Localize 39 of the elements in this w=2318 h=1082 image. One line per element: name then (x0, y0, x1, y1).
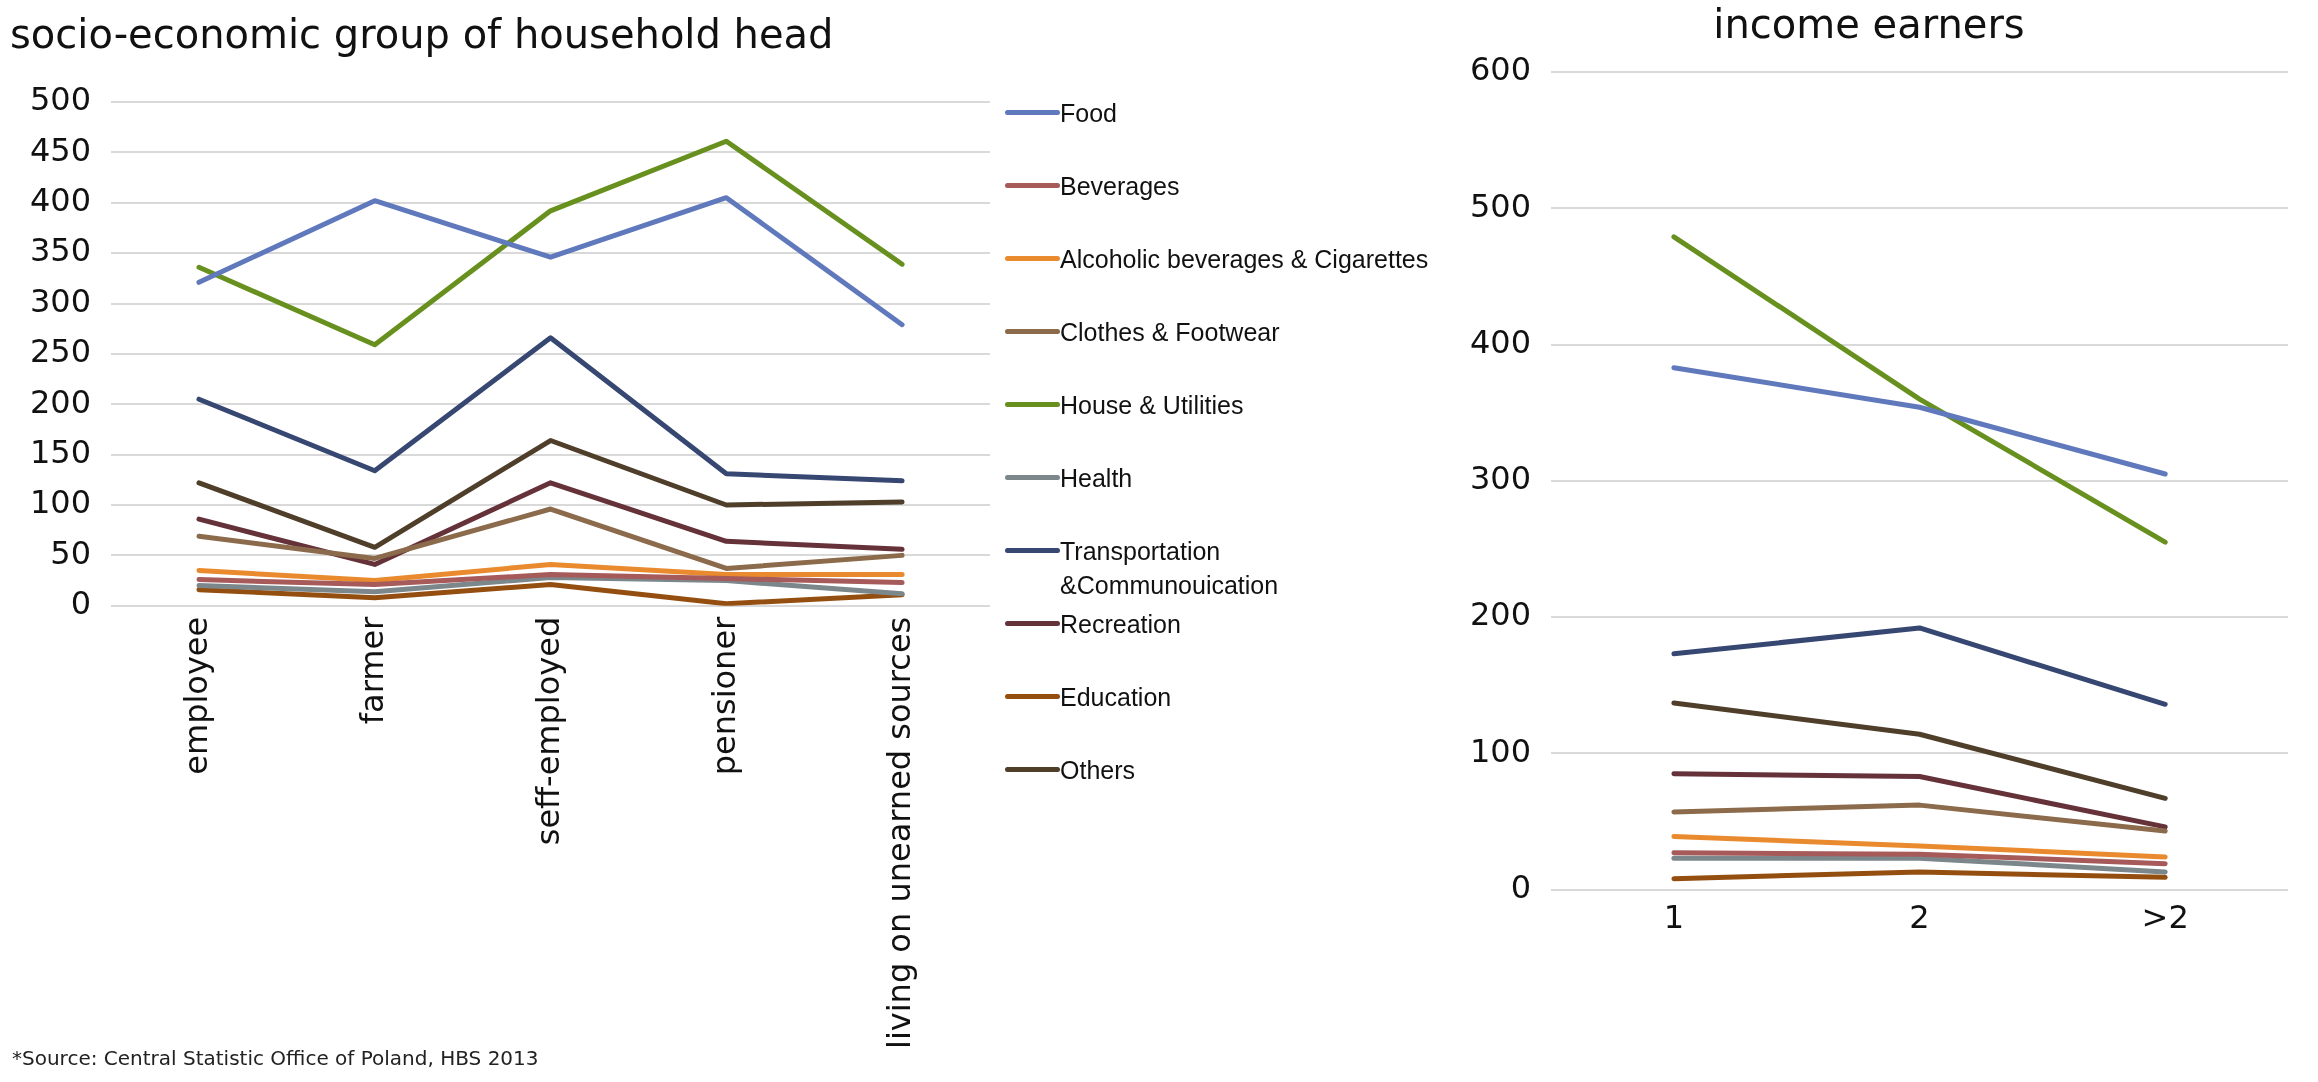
y-tick-label: 50 (50, 533, 92, 572)
y-tick-label: 250 (30, 332, 92, 371)
x-tick-label: living on unearned sources (880, 616, 919, 1049)
y-tick-label: 300 (1470, 459, 1532, 498)
legend-label: Others (1060, 755, 1136, 786)
legend-label: Clothes & Footwear (1060, 317, 1280, 348)
y-tick-label: 150 (30, 432, 92, 471)
y-tick-label: 500 (30, 80, 92, 119)
y-tick-label: 450 (30, 130, 92, 169)
chart-title: income earners (1713, 1, 2025, 48)
chart-title: socio-economic group of household head (10, 11, 834, 58)
y-tick-label: 200 (30, 382, 92, 421)
y-tick-label: 0 (70, 584, 92, 623)
x-tick-label: >2 (2141, 898, 2189, 937)
x-tick-label: seff-employed (528, 616, 567, 846)
y-tick-label: 400 (1470, 322, 1532, 361)
x-tick-label: 1 (1663, 898, 1685, 937)
y-tick-label: 200 (1470, 595, 1532, 634)
legend-label: Recreation (1060, 609, 1181, 640)
y-tick-label: 500 (1470, 186, 1532, 225)
y-tick-label: 350 (30, 231, 92, 270)
x-tick-label: employee (177, 616, 216, 775)
y-tick-label: 400 (30, 181, 92, 220)
text: *Source: Central Statistic Office of Poland, HBS 2013 (12, 1046, 539, 1070)
y-tick-label: 100 (30, 483, 92, 522)
x-tick-label: farmer (353, 615, 392, 725)
legend-label: Education (1060, 682, 1172, 713)
x-tick-label: pensioner (704, 615, 743, 776)
y-tick-label: 0 (1510, 867, 1532, 906)
y-tick-label: 100 (1470, 731, 1532, 770)
legend-label: Food (1060, 98, 1117, 129)
legend-label: House & Utilities (1060, 390, 1244, 421)
legend-label: Beverages (1060, 171, 1180, 202)
y-tick-label: 600 (1470, 50, 1532, 89)
legend-label: Health (1060, 463, 1133, 494)
y-tick-label: 300 (30, 281, 92, 320)
x-tick-label: 2 (1909, 898, 1930, 937)
legend-label: Alcoholic beverages & Cigarettes (1060, 244, 1429, 275)
legend-label: Transportation &Communouication (1060, 536, 1280, 601)
